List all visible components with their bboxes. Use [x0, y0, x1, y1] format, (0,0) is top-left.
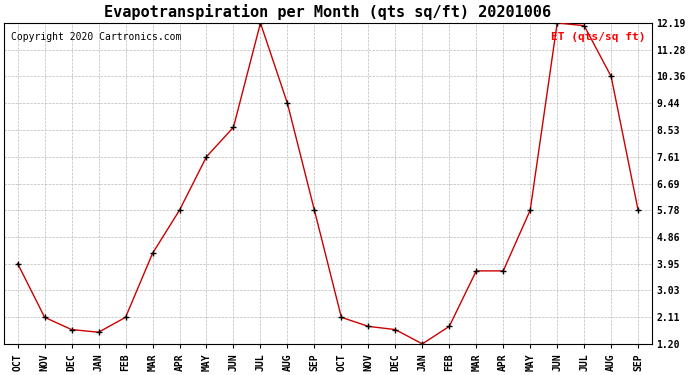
- Text: ET (qts/sq ft): ET (qts/sq ft): [551, 32, 645, 42]
- Text: Copyright 2020 Cartronics.com: Copyright 2020 Cartronics.com: [10, 32, 181, 42]
- Title: Evapotranspiration per Month (qts sq/ft) 20201006: Evapotranspiration per Month (qts sq/ft)…: [104, 4, 551, 20]
